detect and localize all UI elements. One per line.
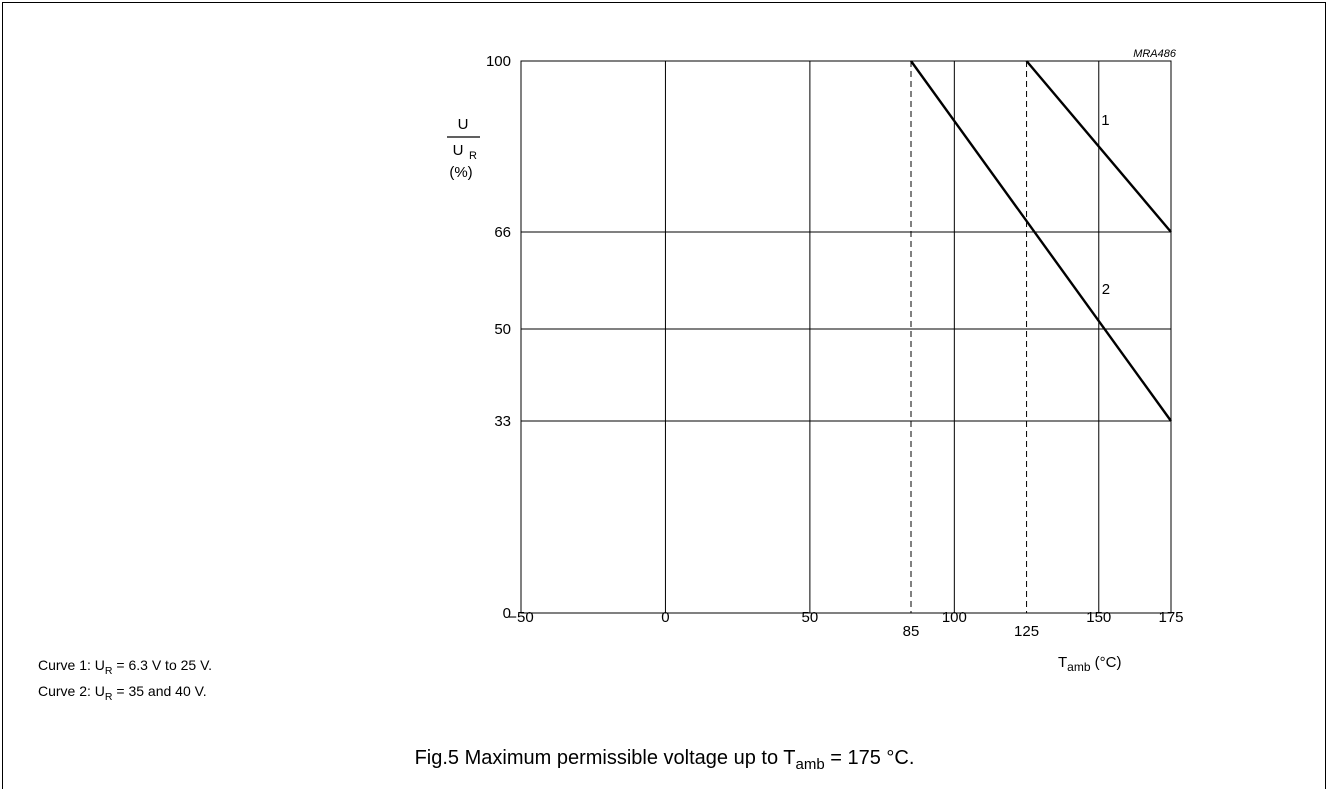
figure-caption: Fig.5 Maximum permissible voltage up to …	[0, 747, 1329, 773]
note-1-sub: R	[104, 664, 113, 677]
y-tick-label-50: 50	[494, 321, 511, 338]
x-label-sub: amb	[1067, 660, 1091, 674]
y-tick-label-66: 66	[494, 224, 511, 241]
note-2-suffix: = 35 and 40 V.	[112, 683, 207, 699]
y-tick-label-33: 33	[494, 413, 511, 430]
y-label-denominator: U	[453, 142, 464, 159]
x-tick-label-100: 100	[942, 609, 967, 626]
x-tick-label-150: 150	[1086, 609, 1111, 626]
note-1-suffix: = 6.3 V to 25 V.	[112, 657, 213, 673]
curve-note-2: Curve 2: UR = 35 and 40 V.	[38, 683, 207, 703]
curve-note-1: Curve 1: UR = 6.3 V to 25 V.	[38, 657, 212, 677]
x-label-main: T	[1058, 654, 1067, 671]
y-axis-label: U U R (%)	[447, 116, 480, 181]
note-2-sub: R	[104, 690, 113, 703]
x-tick-label-0: 0	[661, 609, 669, 626]
y-tick-label-100: 100	[486, 53, 511, 70]
x-tick-label--50: −50	[508, 609, 533, 626]
note-2-prefix: Curve 2: U	[38, 683, 105, 699]
x-label-unit: (°C)	[1091, 654, 1122, 671]
caption-prefix: Fig.5 Maximum permissible voltage up to …	[414, 747, 796, 769]
caption-suffix: = 175 °C.	[824, 747, 915, 769]
y-label-numerator: U	[458, 116, 469, 133]
y-label-unit: (%)	[449, 164, 472, 181]
series-line-2	[910, 60, 1172, 422]
x-axis-label: Tamb (°C)	[1058, 654, 1122, 674]
y-label-denominator-sub: R	[469, 150, 477, 162]
x-tick-label-125: 125	[1014, 623, 1039, 640]
figure-id: MRA486	[1133, 48, 1177, 60]
grid	[520, 60, 1172, 614]
x-tick-labels: −50 0 50 85 100 125 150 175	[508, 609, 1183, 640]
series-layer: 12	[910, 60, 1172, 422]
y-tick-label-0: 0	[503, 605, 511, 622]
series-label-2: 2	[1102, 281, 1110, 298]
y-tick-labels: 0 33 50 66 100	[486, 53, 511, 622]
x-tick-label-50: 50	[802, 609, 819, 626]
series-label-1: 1	[1101, 112, 1109, 129]
caption-sub: amb	[795, 756, 825, 773]
x-tick-label-175: 175	[1158, 609, 1183, 626]
x-tick-label-85: 85	[903, 623, 920, 640]
series-line-1	[1025, 60, 1172, 233]
note-1-prefix: Curve 1: U	[38, 657, 105, 673]
plot-border	[520, 60, 1172, 614]
